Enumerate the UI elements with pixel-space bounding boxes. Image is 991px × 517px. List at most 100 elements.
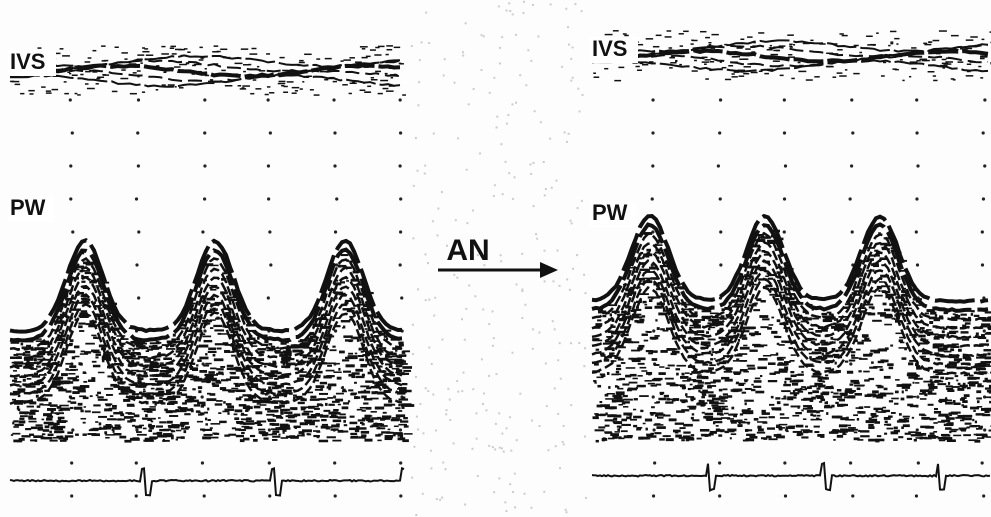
speckle xyxy=(751,384,753,386)
speckle xyxy=(771,331,777,334)
speckle xyxy=(245,353,252,356)
grid-dot xyxy=(267,197,270,200)
speckle xyxy=(894,403,898,405)
speckle xyxy=(807,332,814,334)
speckle xyxy=(111,337,115,339)
grid-dot xyxy=(851,494,854,497)
paper-texture xyxy=(557,359,559,361)
speckle xyxy=(866,270,871,272)
speckle xyxy=(787,293,795,295)
speckle xyxy=(349,93,352,95)
paper-texture xyxy=(457,391,459,393)
speckle xyxy=(33,355,43,357)
speckle xyxy=(945,365,950,368)
speckle xyxy=(224,409,234,411)
speckle xyxy=(176,438,178,440)
speckle xyxy=(614,80,621,82)
speckle xyxy=(712,316,719,318)
speckle xyxy=(186,362,192,364)
speckle xyxy=(72,391,79,394)
speckle xyxy=(17,408,19,410)
speckle xyxy=(65,316,69,318)
speckle xyxy=(166,411,173,413)
speckle xyxy=(669,316,677,318)
speckle xyxy=(779,424,788,426)
speckle xyxy=(52,362,57,364)
speckle xyxy=(386,90,394,92)
paper-texture xyxy=(476,412,478,414)
speckle xyxy=(885,294,894,296)
speckle xyxy=(847,371,853,374)
speckle xyxy=(632,378,637,380)
paper-texture xyxy=(499,47,501,49)
speckle xyxy=(740,413,743,415)
speckle xyxy=(307,361,311,363)
speckle xyxy=(62,55,70,57)
speckle xyxy=(393,435,396,437)
speckle xyxy=(745,388,752,390)
speckle xyxy=(109,314,111,316)
speckle xyxy=(737,353,741,355)
speckle xyxy=(127,404,134,406)
speckle xyxy=(697,338,704,340)
speckle xyxy=(877,435,881,437)
grid-dot xyxy=(982,131,985,134)
speckle xyxy=(290,407,297,409)
speckle xyxy=(711,404,718,406)
speckle xyxy=(832,76,836,78)
speckle xyxy=(823,316,832,319)
paper-texture xyxy=(412,324,414,326)
speckle xyxy=(966,363,970,365)
grid-dot xyxy=(268,461,271,464)
speckle xyxy=(842,35,848,37)
paper-texture xyxy=(549,138,551,140)
speckle xyxy=(221,70,225,72)
speckle xyxy=(868,426,874,429)
speckle xyxy=(898,317,900,320)
speckle xyxy=(712,398,720,401)
speckle xyxy=(687,341,690,344)
speckle xyxy=(982,414,990,416)
speckle xyxy=(13,354,18,356)
speckle xyxy=(737,287,742,289)
speckle xyxy=(608,438,615,440)
speckle xyxy=(21,343,24,346)
speckle xyxy=(267,389,272,392)
speckle xyxy=(834,318,838,321)
speckle xyxy=(602,438,608,441)
speckle xyxy=(384,404,392,407)
paper-texture xyxy=(473,88,475,90)
speckle xyxy=(332,411,338,413)
speckle xyxy=(132,437,139,439)
speckle xyxy=(890,43,893,45)
speckle xyxy=(138,385,146,388)
paper-texture xyxy=(570,80,572,82)
speckle xyxy=(351,372,359,374)
speckle xyxy=(884,376,891,379)
speckle xyxy=(279,81,286,83)
speckle xyxy=(37,405,41,407)
speckle xyxy=(920,331,923,334)
speckle xyxy=(209,319,215,321)
speckle xyxy=(91,350,99,353)
speckle xyxy=(623,406,628,408)
paper-texture xyxy=(461,390,463,392)
paper-texture xyxy=(481,358,483,360)
speckle xyxy=(659,366,664,368)
speckle xyxy=(370,426,373,428)
speckle xyxy=(945,402,953,405)
speckle xyxy=(323,313,330,316)
speckle xyxy=(723,360,729,362)
speckle xyxy=(857,328,861,330)
speckle xyxy=(687,379,696,381)
paper-texture xyxy=(554,328,556,330)
speckle xyxy=(758,278,768,280)
speckle xyxy=(297,65,301,67)
speckle xyxy=(206,83,214,85)
speckle xyxy=(202,279,207,281)
speckle xyxy=(605,419,614,421)
speckle xyxy=(215,403,222,405)
speckle xyxy=(658,312,667,315)
paper-texture xyxy=(493,491,495,493)
speckle xyxy=(10,393,17,395)
